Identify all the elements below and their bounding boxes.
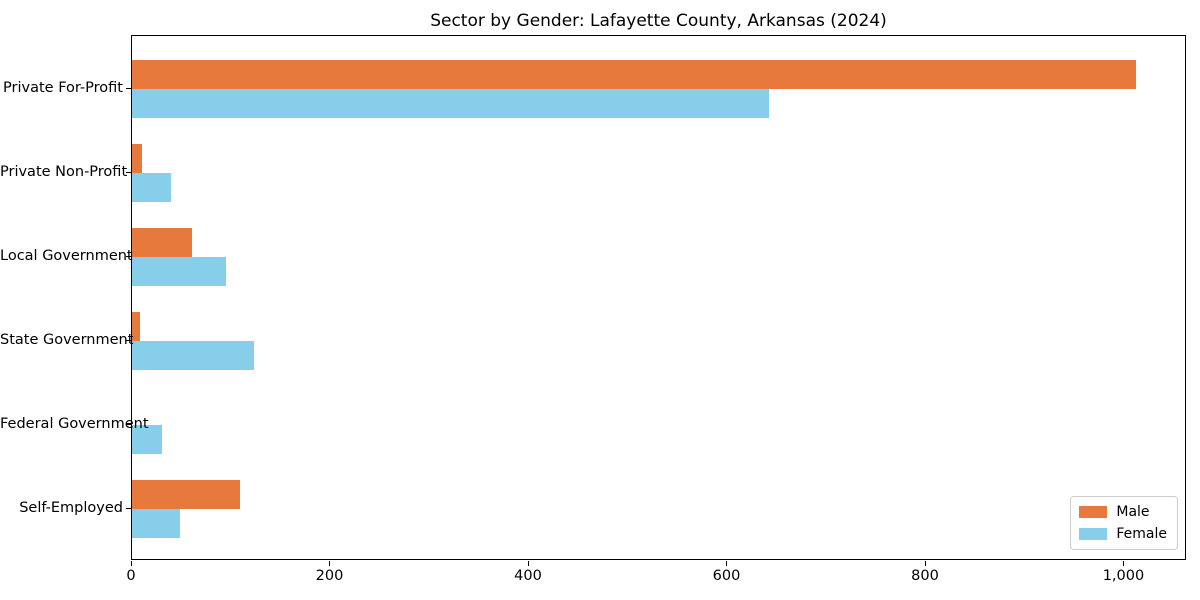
- x-tick-mark: [726, 561, 728, 566]
- y-axis-label-local-government: Local Government: [0, 248, 133, 264]
- bar-male-self-employed: [132, 480, 240, 509]
- x-tick-mark: [131, 561, 132, 566]
- x-tick-label-1000: 1,000: [1102, 568, 1145, 584]
- bar-female-private-non-profit: [132, 173, 171, 202]
- bar-male-private-non-profit: [132, 144, 142, 173]
- x-tick-label-200: 200: [315, 568, 344, 584]
- y-axis-label-private-for-profit: Private For-Profit: [3, 80, 123, 96]
- y-axis-label-federal-government: Federal Government: [0, 416, 149, 432]
- y-tick-mark: [126, 508, 131, 509]
- x-tick-mark: [329, 561, 331, 566]
- x-tick-label-600: 600: [712, 568, 741, 584]
- x-tick-mark: [527, 561, 529, 566]
- x-tick-label-800: 800: [911, 568, 939, 584]
- y-tick-mark: [126, 340, 131, 341]
- y-tick-mark: [126, 256, 131, 257]
- y-tick-mark: [126, 424, 131, 425]
- bar-female-self-employed: [132, 509, 180, 538]
- y-tick-mark: [126, 172, 131, 173]
- female-color-swatch: [1079, 528, 1108, 540]
- legend-label-female: Female: [1116, 526, 1167, 542]
- y-axis-label-state-government: State Government: [0, 332, 134, 348]
- y-axis-label-self-employed: Self-Employed: [19, 500, 123, 516]
- legend-entry-female: Female: [1079, 526, 1167, 542]
- male-color-swatch: [1079, 506, 1108, 518]
- bar-male-state-government: [132, 312, 140, 341]
- legend-entry-male: Male: [1079, 504, 1167, 520]
- plot-area: Male Female: [131, 35, 1186, 560]
- bar-female-private-for-profit: [132, 89, 769, 118]
- x-tick-label-400: 400: [514, 568, 542, 584]
- bar-male-private-for-profit: [132, 60, 1136, 89]
- x-tick-mark: [924, 561, 926, 566]
- bar-female-federal-government: [132, 425, 162, 454]
- x-tick-label-0: 0: [126, 568, 136, 584]
- bar-female-local-government: [132, 257, 226, 286]
- bar-male-local-government: [132, 228, 192, 257]
- y-tick-mark: [126, 88, 131, 89]
- chart-title: Sector by Gender: Lafayette County, Arka…: [430, 11, 887, 31]
- bar-female-state-government: [132, 341, 254, 370]
- legend: Male Female: [1070, 496, 1178, 550]
- x-tick-mark: [1123, 561, 1125, 566]
- y-axis-label-private-non-profit: Private Non-Profit: [0, 164, 128, 180]
- legend-label-male: Male: [1116, 504, 1150, 520]
